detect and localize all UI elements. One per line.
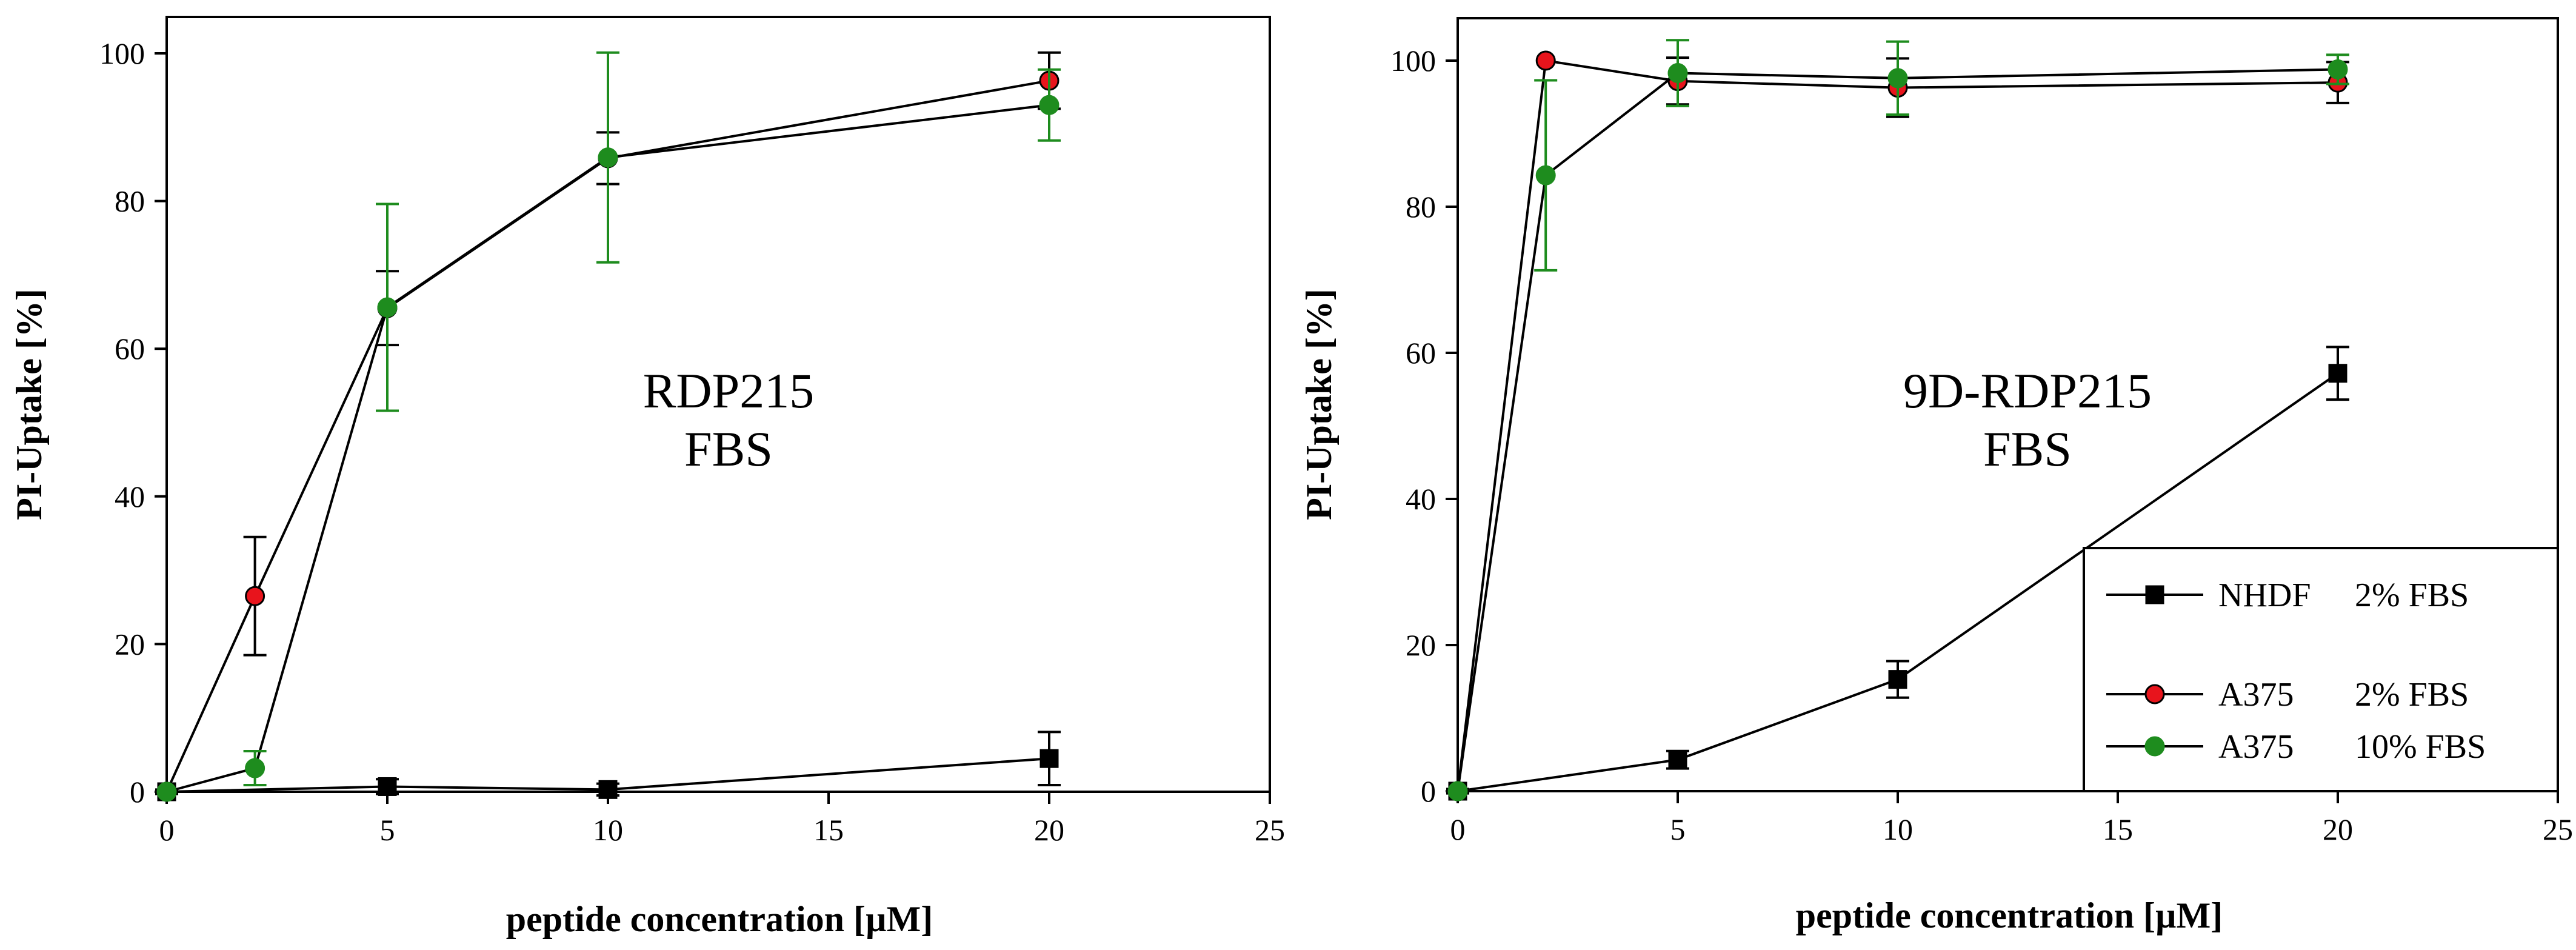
plot-frame <box>165 16 1271 793</box>
chart-panel-rdp215: 0 5 10 15 20 25 0 20 40 60 80 100 RDP215 FBS peptid… <box>9 16 1285 939</box>
plot-frame <box>1457 17 2559 792</box>
data-point-circle <box>1887 68 1908 89</box>
x-tick-label: 5 <box>1670 812 1686 846</box>
x-tick-label: 15 <box>813 813 844 847</box>
data-point-square <box>598 780 618 799</box>
series-3 <box>1447 39 2349 801</box>
y-tick-label: 100 <box>1390 44 1436 78</box>
legend-marker-circle-green <box>2144 736 2165 757</box>
y-tick-label: 20 <box>1406 628 1436 662</box>
axis-ticks: 0 5 10 15 20 25 0 20 40 60 80 100 <box>1390 44 2573 846</box>
data-point-circle <box>1535 50 1556 71</box>
x-tick-label: 20 <box>2323 812 2353 846</box>
data-point-circle <box>245 758 265 778</box>
y-tick-label: 60 <box>115 332 145 366</box>
y-tick-label: 60 <box>1406 336 1436 370</box>
series-layer <box>1446 39 2349 801</box>
legend-cell-label: NHDF <box>2218 577 2311 614</box>
series-layer <box>155 51 1061 802</box>
legend-item-nhdf-2: NHDF 2% FBS <box>2106 577 2469 614</box>
legend: NHDF 2% FBS A375 2% FBS A375 10% FBS <box>2083 547 2559 792</box>
x-tick-label: 20 <box>1034 813 1064 847</box>
y-tick-label: 0 <box>130 775 145 809</box>
data-point-circle <box>1447 781 1468 801</box>
y-tick-label: 40 <box>1406 482 1436 516</box>
data-point-circle <box>245 586 265 606</box>
data-point-circle <box>1039 95 1059 115</box>
series-1 <box>155 731 1061 801</box>
y-tick-label: 80 <box>1406 190 1436 224</box>
series-3 <box>156 51 1061 802</box>
x-tick-label: 25 <box>2543 812 2573 846</box>
axis-ticks: 0 5 10 15 20 25 0 20 40 60 80 100 <box>99 36 1285 847</box>
legend-item-a375-10: A375 10% FBS <box>2106 728 2486 766</box>
data-point-circle <box>1535 165 1556 186</box>
chart-panel-9d-rdp215: 0 5 10 15 20 25 0 20 40 60 80 100 9D-RDP215 FBS pep… <box>1299 17 2573 935</box>
x-tick-label: 0 <box>1450 812 1466 846</box>
data-point-circle <box>598 147 618 168</box>
data-point-square <box>1039 749 1059 768</box>
y-axis-title: PI-Uptake [%] <box>1299 289 1339 520</box>
y-tick-label: 40 <box>115 480 145 513</box>
legend-cell-label: A375 <box>2218 728 2294 766</box>
y-tick-label: 0 <box>1421 774 1436 808</box>
legend-condition-label: 10% FBS <box>2355 728 2486 766</box>
annotation-line-1: 9D-RDP215 <box>1903 363 2152 418</box>
y-axis-title: PI-Uptake [%] <box>9 289 49 520</box>
data-point-circle <box>156 781 177 802</box>
x-tick-label: 0 <box>159 813 175 847</box>
data-point-square <box>1888 670 1907 689</box>
data-point-square <box>378 777 397 796</box>
data-point-circle <box>2327 59 2348 79</box>
x-axis-title: peptide concentration [µM] <box>1796 895 2223 935</box>
y-tick-label: 80 <box>115 184 145 218</box>
y-tick-label: 20 <box>115 627 145 661</box>
x-tick-label: 25 <box>1255 813 1285 847</box>
series-line <box>1457 372 2339 792</box>
annotation-line-1: RDP215 <box>643 363 815 418</box>
x-tick-label: 10 <box>1883 812 1913 846</box>
series-line <box>166 757 1050 793</box>
x-tick-label: 15 <box>2103 812 2133 846</box>
x-tick-label: 5 <box>380 813 395 847</box>
legend-marker-square <box>2145 585 2164 604</box>
y-tick-label: 100 <box>99 36 145 70</box>
annotation-line-2: FBS <box>684 421 773 477</box>
data-point-square <box>2328 364 2347 383</box>
legend-cell-label: A375 <box>2218 676 2294 714</box>
legend-marker-circle-red <box>2144 684 2165 704</box>
annotation-line-2: FBS <box>1983 421 2072 477</box>
data-point-circle <box>377 297 398 318</box>
legend-condition-label: 2% FBS <box>2355 577 2469 614</box>
data-point-circle <box>1667 62 1688 83</box>
x-axis-title: peptide concentration [µM] <box>506 899 933 939</box>
legend-condition-label: 2% FBS <box>2355 676 2469 714</box>
legend-item-a375-2: A375 2% FBS <box>2106 676 2469 714</box>
x-tick-label: 10 <box>593 813 623 847</box>
data-point-square <box>1668 750 1687 769</box>
